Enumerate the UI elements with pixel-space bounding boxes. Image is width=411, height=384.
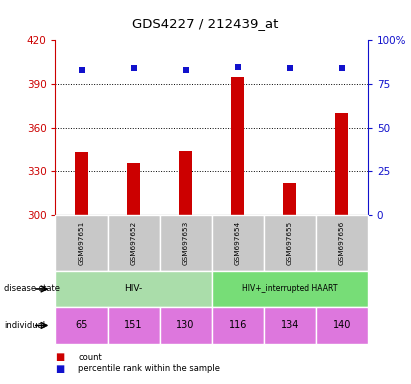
Text: GSM697656: GSM697656 (339, 221, 345, 265)
Text: percentile rank within the sample: percentile rank within the sample (78, 364, 220, 373)
Text: GDS4227 / 212439_at: GDS4227 / 212439_at (132, 17, 279, 30)
Text: ■: ■ (55, 364, 65, 374)
Text: GSM697654: GSM697654 (235, 221, 241, 265)
Text: 65: 65 (75, 320, 88, 331)
Bar (75, 152, 88, 215)
Text: 134: 134 (281, 320, 299, 331)
Text: 130: 130 (176, 320, 195, 331)
Text: GSM697655: GSM697655 (287, 221, 293, 265)
Bar (127, 163, 140, 215)
Text: disease state: disease state (4, 285, 60, 293)
Bar (231, 77, 244, 215)
Bar (283, 183, 296, 215)
Text: individual: individual (4, 321, 45, 330)
Text: 116: 116 (229, 320, 247, 331)
Text: ■: ■ (55, 352, 65, 362)
Text: HIV-: HIV- (125, 285, 143, 293)
Text: count: count (78, 353, 102, 362)
Text: 151: 151 (124, 320, 143, 331)
Bar (179, 151, 192, 215)
Text: HIV+_interrupted HAART: HIV+_interrupted HAART (242, 285, 337, 293)
Text: GSM697653: GSM697653 (182, 221, 189, 265)
Text: GSM697651: GSM697651 (79, 221, 85, 265)
Text: GSM697652: GSM697652 (131, 221, 136, 265)
Bar (335, 113, 349, 215)
Text: 140: 140 (332, 320, 351, 331)
